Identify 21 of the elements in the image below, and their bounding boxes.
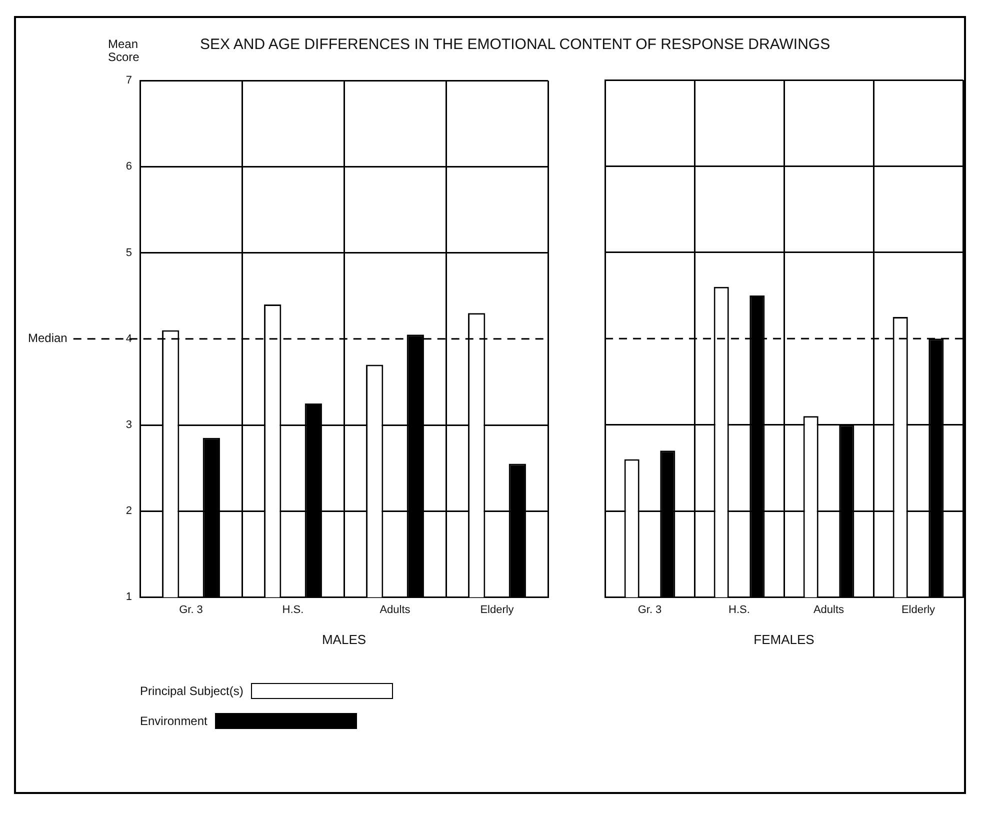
x-axis-title: FEMALES (754, 632, 815, 647)
x-tick-label: H.S. (728, 604, 750, 616)
x-tick-label: Gr. 3 (179, 604, 203, 616)
y-tick-label: 6 (126, 160, 132, 173)
x-tick-label: Gr. 3 (638, 604, 662, 616)
x-tick-label: Elderly (901, 604, 936, 616)
series-label: Principal Subject(s) (140, 684, 244, 698)
x-tick-label: Adults (380, 604, 411, 616)
y-tick-label: 5 (126, 246, 132, 259)
y-tick-label: 3 (126, 419, 132, 432)
y-axis-title: Mean Score (108, 37, 140, 64)
y-tick-label: 2 (126, 505, 132, 518)
x-tick-label: Adults (813, 604, 845, 616)
text: Environment (140, 714, 208, 728)
chart-title: SEX AND AGE DIFFERENCES IN THE EMOTIONAL CONTENT OF RESPONSE DRAWINGS (200, 36, 830, 53)
x-tick-label: H.S. (282, 604, 304, 616)
ref-line-label: Median (28, 331, 68, 346)
x-axis-title: MALES (322, 632, 366, 647)
x-tick-label: Elderly (480, 604, 514, 616)
y-tick-label: 1 (126, 591, 132, 604)
y-tick-label: 7 (126, 74, 132, 87)
